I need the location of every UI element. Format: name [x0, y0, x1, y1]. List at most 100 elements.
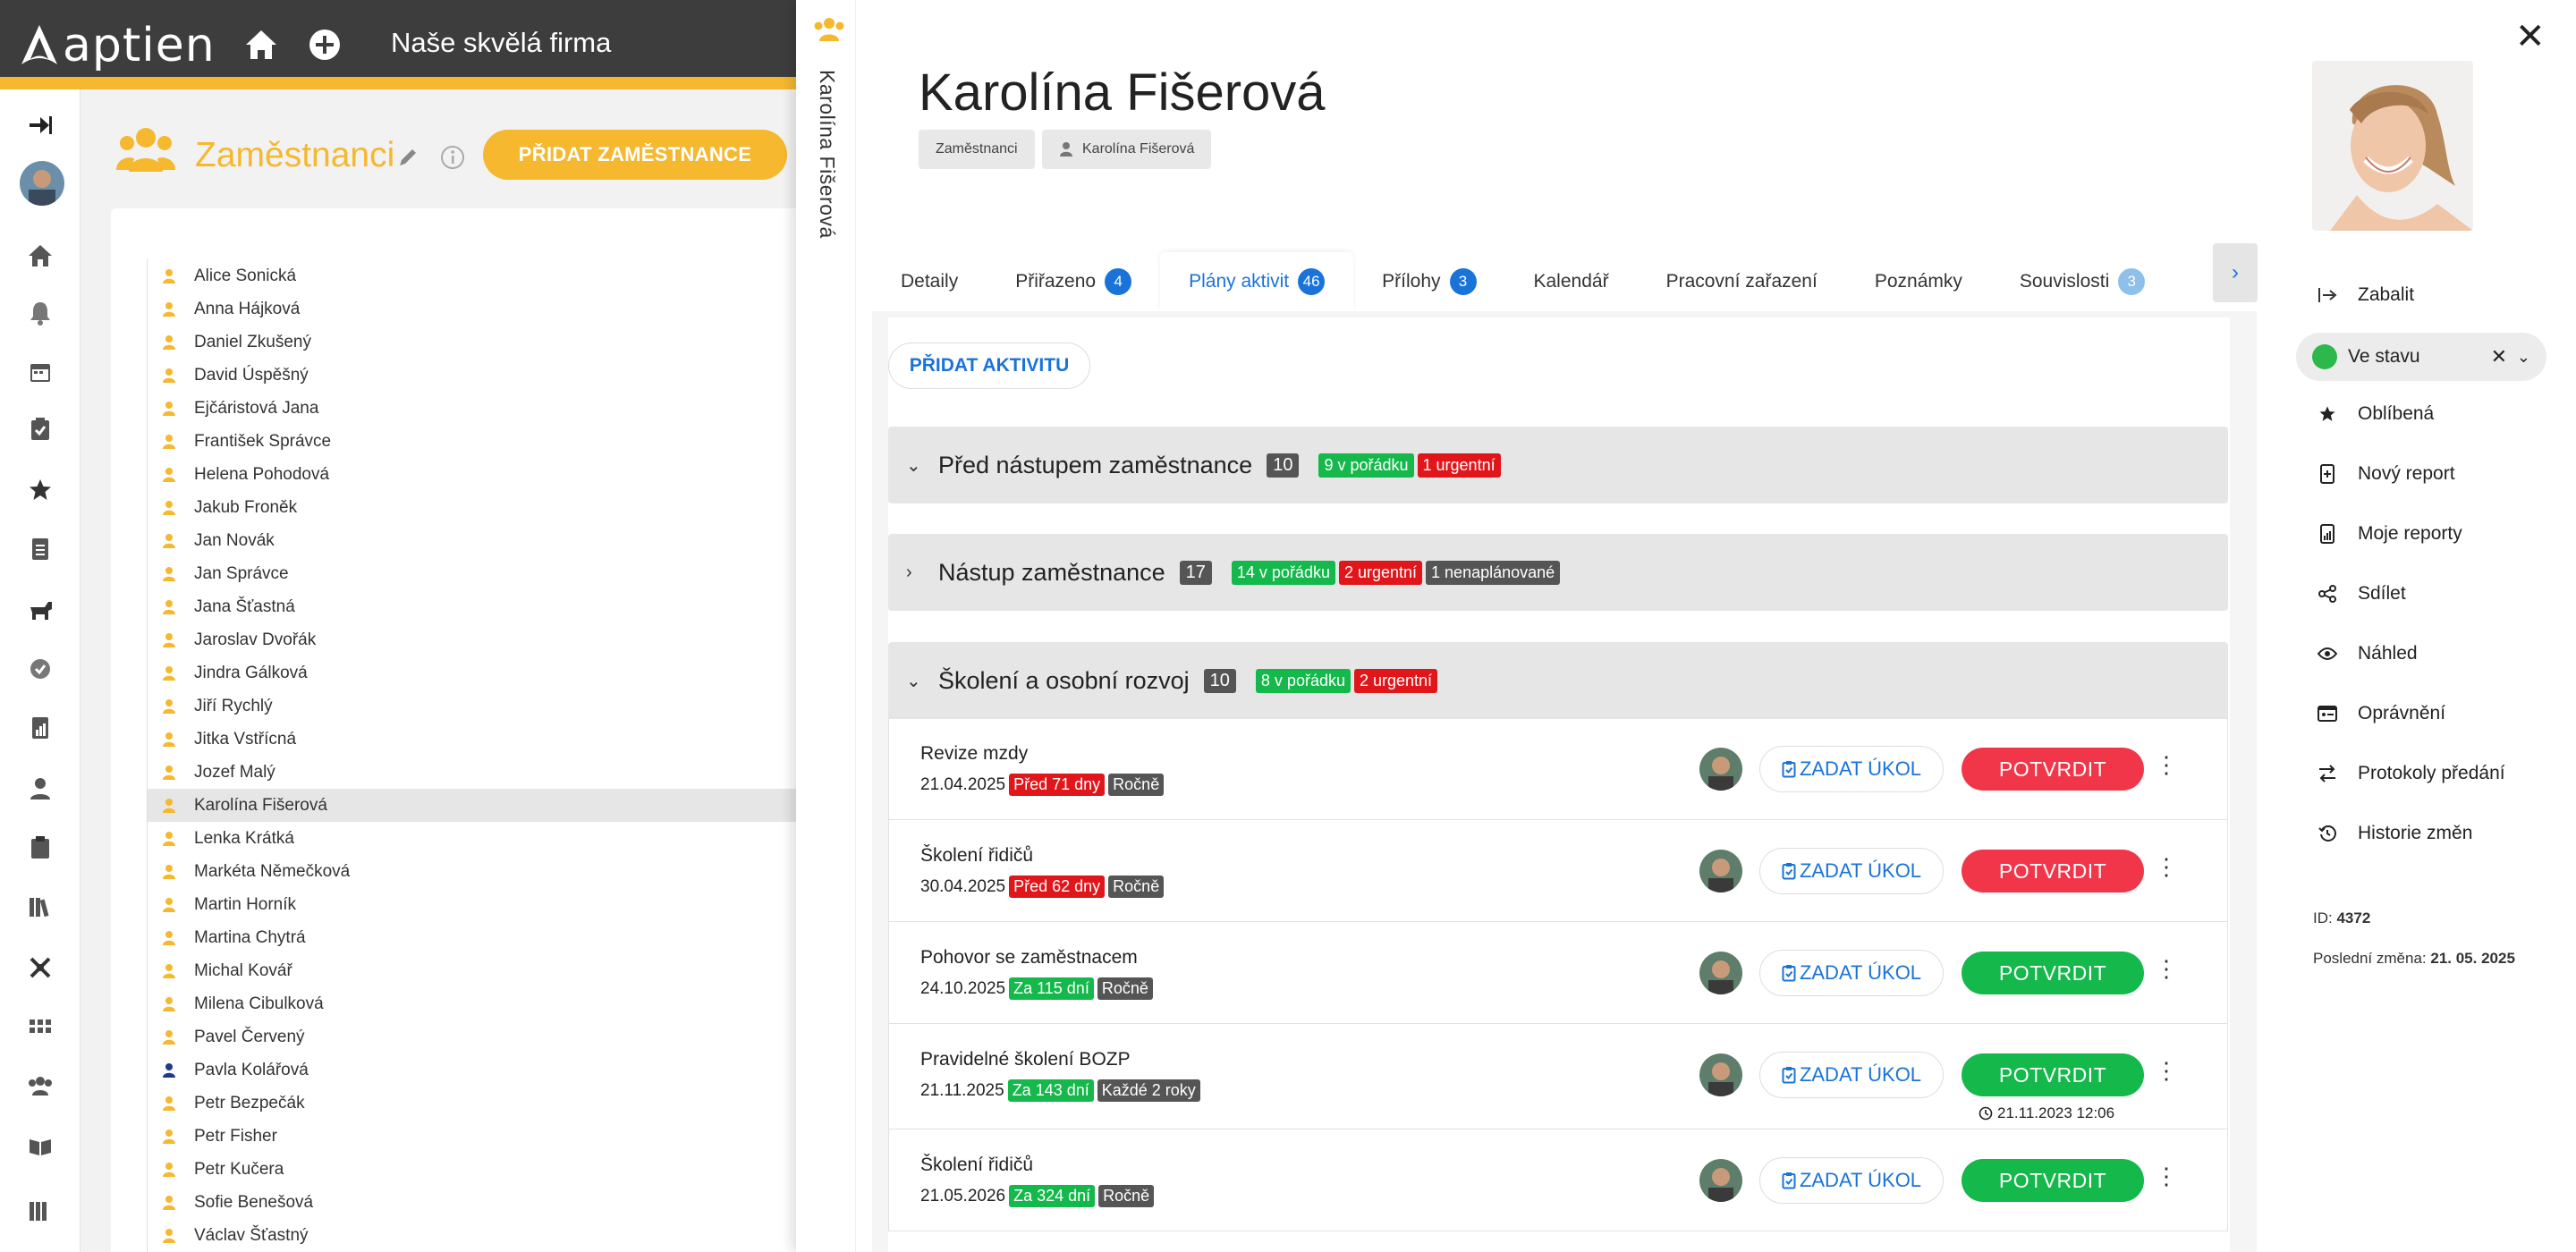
nav-book-open-icon[interactable]: [24, 1130, 56, 1163]
employee-list-item[interactable]: Markéta Němečková: [148, 855, 796, 888]
confirm-button[interactable]: POTVRDIT: [1962, 952, 2144, 994]
employee-list-item[interactable]: Jozef Malý: [148, 756, 796, 789]
assignee-avatar[interactable]: [1699, 1053, 1742, 1096]
chevron-down-icon[interactable]: ⌄: [906, 455, 921, 476]
user-avatar[interactable]: [20, 161, 64, 206]
tab-1[interactable]: Přiřazeno 4: [987, 252, 1160, 311]
info-icon[interactable]: [440, 145, 465, 174]
confirm-button[interactable]: POTVRDIT: [1962, 748, 2144, 791]
nav-person-icon[interactable]: [24, 773, 56, 805]
aptien-logo[interactable]: aptien: [20, 19, 216, 72]
tab-6[interactable]: Poznámky: [1874, 271, 1962, 292]
nav-calendar-icon[interactable]: [24, 356, 56, 388]
employee-list-item[interactable]: Sofie Benešová: [148, 1186, 796, 1219]
tab-5[interactable]: Pracovní zařazení: [1665, 271, 1818, 292]
more-vertical-icon[interactable]: ⋮: [2155, 1163, 2178, 1189]
section-pre-onboarding[interactable]: ⌄ Před nástupem zaměstnance 10 9 v pořád…: [888, 427, 2228, 503]
assignee-avatar[interactable]: [1699, 952, 1742, 994]
employee-list-item[interactable]: Jitka Vstřícná: [148, 723, 796, 756]
status-select[interactable]: Ve stavu ✕ ⌄: [2296, 333, 2546, 381]
section-onboarding[interactable]: › Nástup zaměstnance 17 14 v pořádku 2 u…: [888, 534, 2228, 611]
chevron-right-icon[interactable]: ›: [906, 562, 912, 582]
right-action-3[interactable]: Sdílet: [2317, 583, 2406, 605]
company-name[interactable]: Naše skvělá firma: [391, 27, 612, 58]
right-action-1[interactable]: Nový report: [2317, 463, 2455, 485]
employee-list-item[interactable]: Pavla Kolářová: [148, 1053, 796, 1087]
home-icon[interactable]: [243, 27, 279, 63]
employee-list-item[interactable]: Jaroslav Dvořák: [148, 623, 796, 656]
nav-clipboard-check-icon[interactable]: [24, 413, 56, 445]
assignee-avatar[interactable]: [1699, 748, 1742, 791]
collapse-button[interactable]: Zabalit: [2317, 284, 2414, 306]
tab-4[interactable]: Kalendář: [1533, 271, 1609, 292]
right-action-2[interactable]: Moje reporty: [2317, 523, 2462, 545]
employee-list-item[interactable]: Milena Cibulková: [148, 987, 796, 1020]
right-action-6[interactable]: Protokoly předání: [2317, 763, 2505, 784]
nav-apps-grid-icon[interactable]: [24, 1011, 56, 1043]
employee-list-item[interactable]: Jana Šťastná: [148, 590, 796, 623]
activity-name[interactable]: Pravidelné školení BOZP: [920, 1049, 1131, 1070]
employee-list-item[interactable]: Karolína Fišerová: [148, 789, 796, 822]
nav-library-icon[interactable]: [24, 1195, 56, 1227]
employee-list-item[interactable]: Lenka Krátká: [148, 822, 796, 855]
nav-tools-icon[interactable]: [24, 952, 56, 984]
right-action-7[interactable]: Historie změn: [2317, 823, 2472, 844]
employee-list-item[interactable]: Martin Horník: [148, 888, 796, 921]
assign-task-button[interactable]: ZADAT ÚKOL: [1759, 746, 1944, 792]
employee-list-item[interactable]: Petr Kučera: [148, 1153, 796, 1186]
nav-dog-icon[interactable]: [24, 594, 56, 626]
nav-check-circle-icon[interactable]: [24, 653, 56, 685]
employee-list-item[interactable]: Jindra Gálková: [148, 656, 796, 689]
employee-list-item[interactable]: Václav Šťastný: [148, 1219, 796, 1252]
breadcrumb-person[interactable]: Karolína Fišerová: [1042, 130, 1212, 169]
chevron-down-icon[interactable]: ⌄: [906, 671, 921, 691]
confirm-button[interactable]: POTVRDIT: [1962, 1159, 2144, 1202]
expand-nav-icon[interactable]: [24, 109, 56, 141]
tabs-next-chevron-icon[interactable]: ›: [2213, 243, 2258, 302]
nav-document-icon[interactable]: [24, 533, 56, 565]
right-action-5[interactable]: Oprávnění: [2317, 703, 2445, 724]
activity-name[interactable]: Revize mzdy: [920, 743, 1029, 764]
nav-bell-icon[interactable]: [24, 297, 56, 329]
chevron-down-icon[interactable]: ⌄: [2516, 347, 2530, 366]
nav-home-icon[interactable]: [24, 240, 56, 272]
nav-report-icon[interactable]: [24, 712, 56, 744]
add-activity-button[interactable]: PŘIDAT AKTIVITU: [888, 343, 1090, 389]
employee-list-item[interactable]: David Úspěšný: [148, 359, 796, 392]
add-circle-icon[interactable]: [307, 27, 343, 63]
employee-list-item[interactable]: Pavel Červený: [148, 1020, 796, 1053]
assignee-avatar[interactable]: [1699, 850, 1742, 892]
nav-books-icon[interactable]: [24, 891, 56, 923]
confirm-button[interactable]: POTVRDIT: [1962, 850, 2144, 892]
tab-3[interactable]: Přílohy 3: [1353, 252, 1504, 311]
employee-list-item[interactable]: Jan Správce: [148, 557, 796, 590]
edit-pencil-icon[interactable]: [397, 147, 419, 173]
activity-name[interactable]: Školení řidičů: [920, 845, 1034, 866]
assign-task-button[interactable]: ZADAT ÚKOL: [1759, 1052, 1944, 1098]
add-employee-button[interactable]: PŘIDAT ZAMĚSTNANCE: [483, 130, 787, 180]
assign-task-button[interactable]: ZADAT ÚKOL: [1759, 848, 1944, 894]
tab-2[interactable]: Plány aktivit 46: [1160, 252, 1354, 311]
nav-star-icon[interactable]: [24, 474, 56, 506]
employee-list-item[interactable]: Michal Kovář: [148, 954, 796, 987]
employee-list-item[interactable]: Jakub Froněk: [148, 491, 796, 524]
activity-name[interactable]: Školení řidičů: [920, 1155, 1034, 1175]
employee-list-item[interactable]: Petr Fisher: [148, 1120, 796, 1153]
more-vertical-icon[interactable]: ⋮: [2155, 853, 2178, 880]
employee-list-item[interactable]: Anna Hájková: [148, 292, 796, 326]
right-action-0[interactable]: Oblíbená: [2317, 403, 2434, 425]
more-vertical-icon[interactable]: ⋮: [2155, 751, 2178, 778]
assignee-avatar[interactable]: [1699, 1159, 1742, 1202]
employee-list-item[interactable]: Jan Novák: [148, 524, 796, 557]
tab-7[interactable]: Souvislosti 3: [1991, 252, 2174, 311]
employee-list-item[interactable]: Daniel Zkušený: [148, 326, 796, 359]
nav-users-icon[interactable]: [24, 1070, 56, 1102]
close-icon[interactable]: ✕: [2515, 17, 2546, 56]
more-vertical-icon[interactable]: ⋮: [2155, 955, 2178, 982]
more-vertical-icon[interactable]: ⋮: [2155, 1057, 2178, 1084]
employee-list-item[interactable]: Helena Pohodová: [148, 458, 796, 491]
employee-list-item[interactable]: Martina Chytrá: [148, 921, 796, 954]
assign-task-button[interactable]: ZADAT ÚKOL: [1759, 950, 1944, 996]
employee-list-item[interactable]: František Správce: [148, 425, 796, 458]
employee-list-item[interactable]: Ejčáristová Jana: [148, 392, 796, 425]
